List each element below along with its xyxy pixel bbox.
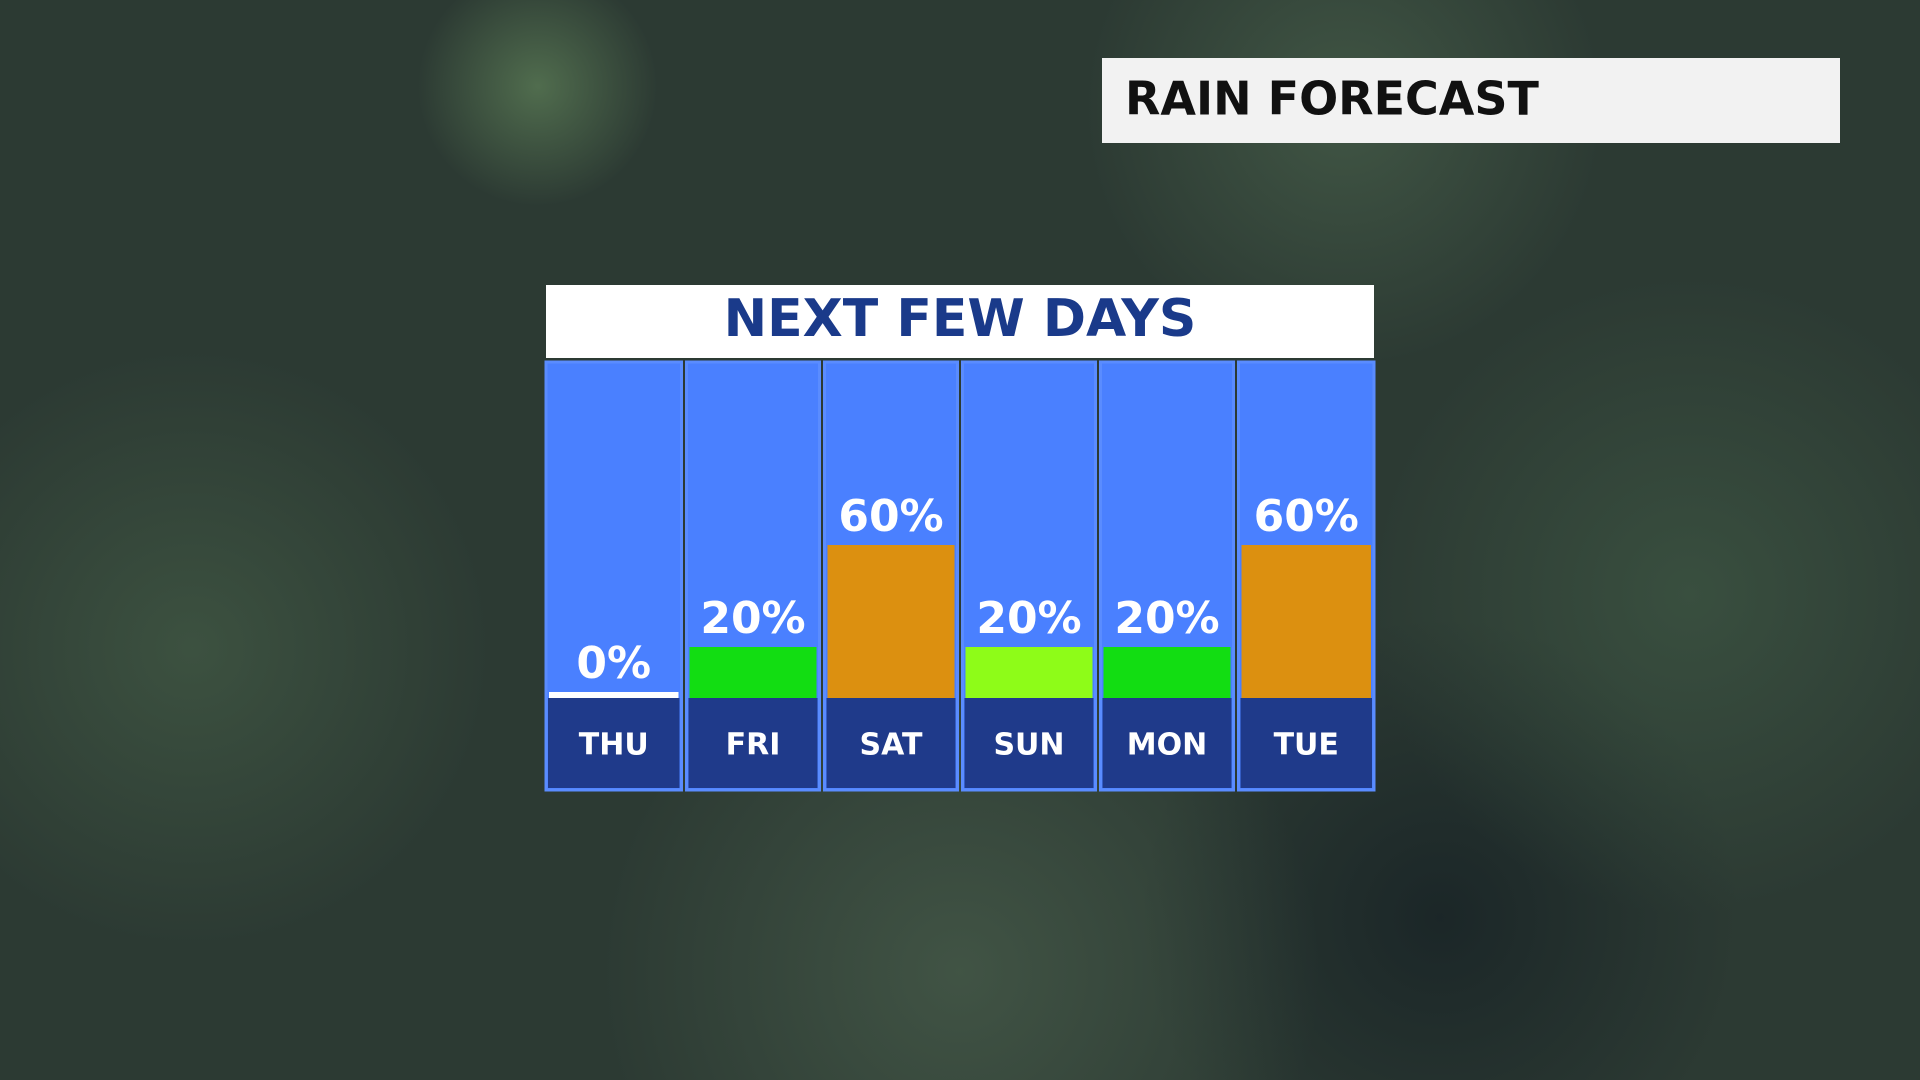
chart-title-band: [546, 285, 1374, 358]
day-label: SUN: [993, 728, 1064, 763]
bar: [1103, 647, 1231, 698]
value-label: 20%: [700, 593, 805, 644]
bar: [965, 647, 1093, 698]
day-label: TUE: [1274, 728, 1339, 763]
value-label: 0%: [576, 638, 651, 689]
value-label: 20%: [1114, 593, 1219, 644]
day-label: THU: [579, 728, 649, 763]
day-label: FRI: [726, 728, 781, 763]
day-band: [826, 698, 956, 788]
bar: [689, 647, 817, 698]
value-label: 20%: [976, 593, 1081, 644]
day-label: SAT: [860, 728, 923, 763]
day-band: [964, 698, 1094, 788]
value-label: 60%: [1254, 491, 1359, 542]
day-band: [548, 698, 680, 788]
day-label: MON: [1127, 728, 1207, 763]
bar: [827, 545, 955, 698]
value-label: 60%: [838, 491, 943, 542]
day-band: [1102, 698, 1232, 788]
bar: [1241, 545, 1371, 698]
header-title: RAIN FORECAST: [1125, 72, 1540, 126]
bar: [549, 692, 679, 698]
chart-title: NEXT FEW DAYS: [724, 289, 1197, 349]
day-band: [1240, 698, 1372, 788]
header-box: [1102, 58, 1840, 143]
day-band: [688, 698, 818, 788]
